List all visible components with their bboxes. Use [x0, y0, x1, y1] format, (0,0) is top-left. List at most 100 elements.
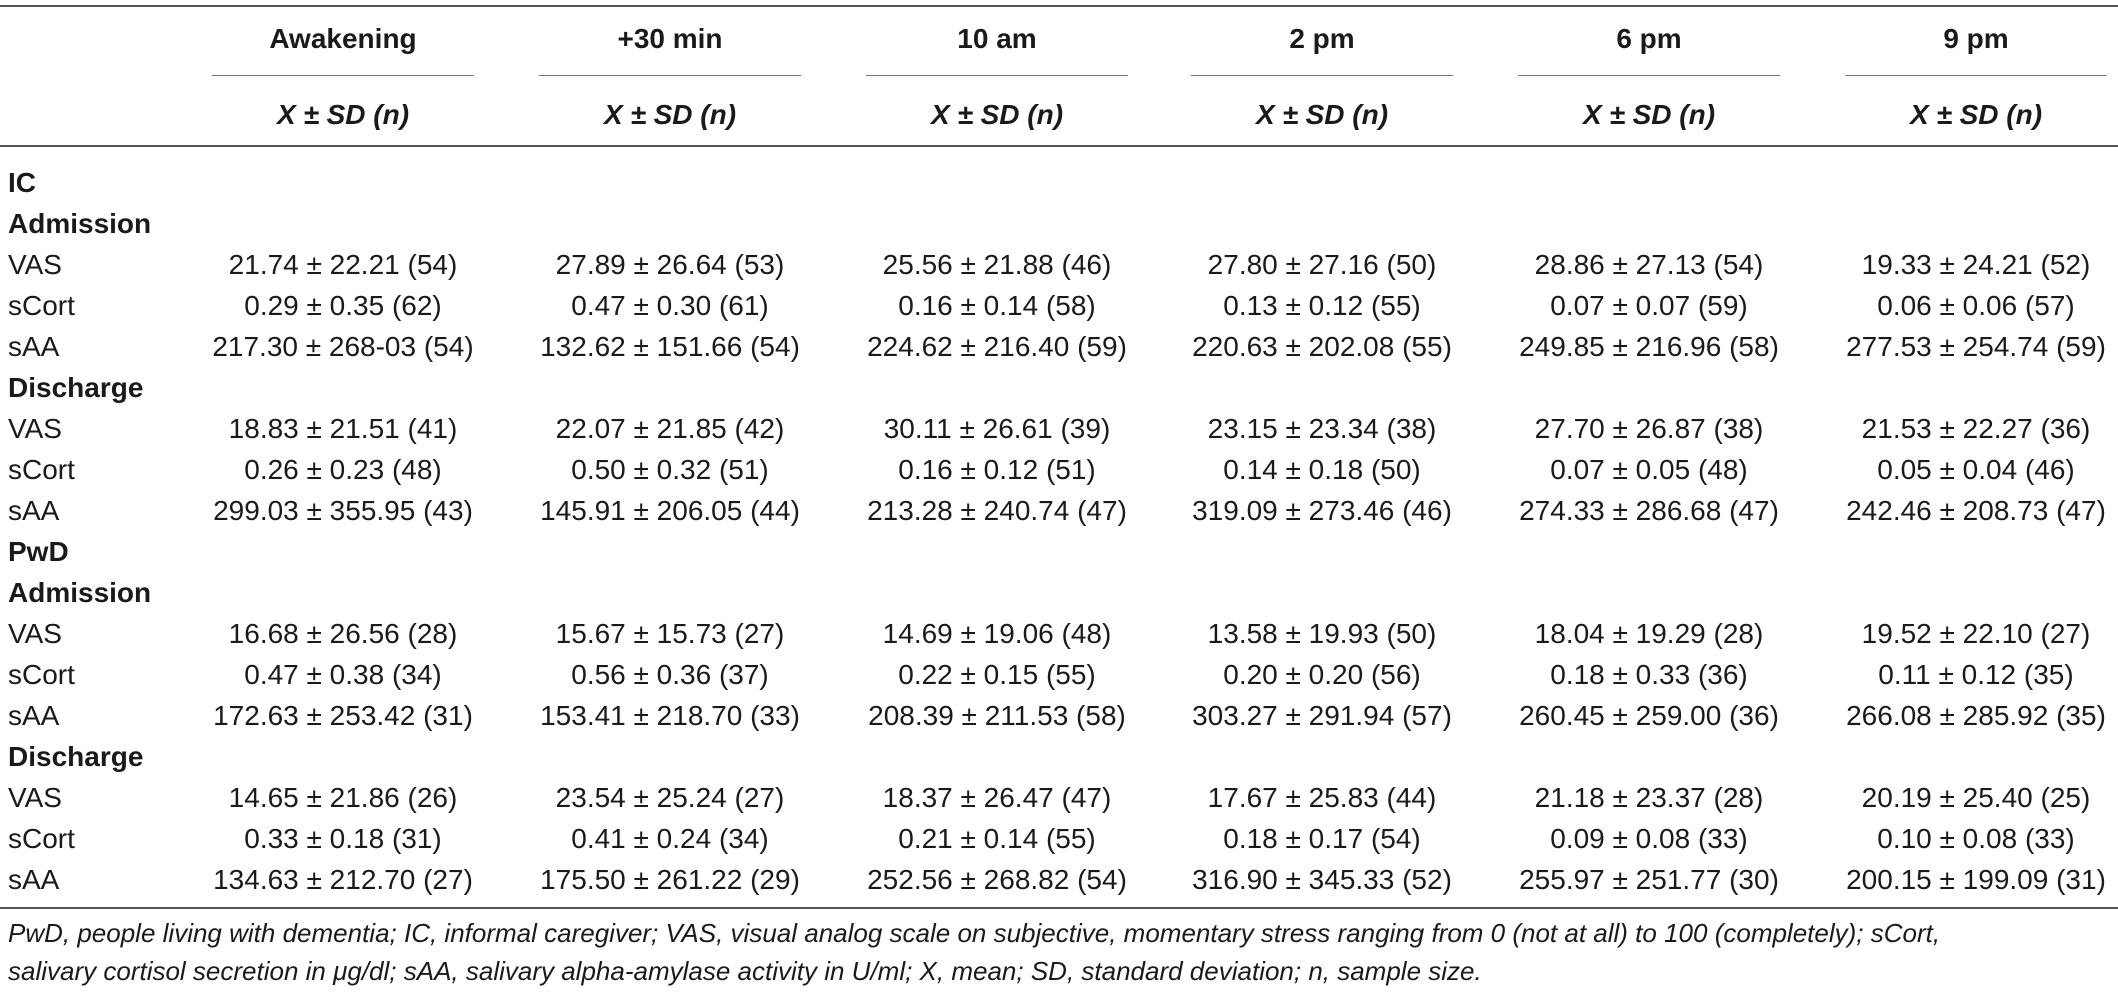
table-cell: 0.05 ± 0.04 (46) — [1877, 454, 2075, 485]
column-header-underline — [1845, 75, 2107, 76]
table-cell: 0.16 ± 0.14 (58) — [898, 290, 1096, 321]
table-row: sCort 0.33 ± 0.18 (31) 0.41 ± 0.24 (34) 0.2… — [0, 818, 2118, 859]
table-cell: 0.14 ± 0.18 (50) — [1223, 454, 1421, 485]
section-row: Admission — [0, 572, 2118, 613]
table-cell: 21.74 ± 22.21 (54) — [228, 249, 458, 280]
table-cell: 0.20 ± 0.20 (56) — [1223, 659, 1421, 690]
column-header-underline — [212, 75, 474, 76]
row-label: sAA — [8, 331, 60, 362]
table-row: sAA 299.03 ± 355.95 (43) 145.91 ± 206.05 (… — [0, 490, 2118, 531]
table-row: VAS 14.65 ± 21.86 (26) 23.54 ± 25.24 (27) 1… — [0, 777, 2118, 818]
table-row: sAA 134.63 ± 212.70 (27) 175.50 ± 261.22 (… — [0, 859, 2118, 900]
table-cell: 14.65 ± 21.86 (26) — [228, 782, 458, 813]
table-cell: 27.89 ± 26.64 (53) — [555, 249, 785, 280]
table-row: sAA 217.30 ± 268-03 (54) 132.62 ± 151.66 (… — [0, 326, 2118, 367]
table-row: VAS 18.83 ± 21.51 (41) 22.07 ± 21.85 (42) 3… — [0, 408, 2118, 449]
section-label: Admission — [8, 208, 152, 239]
table-cell: 242.46 ± 208.73 (47) — [1846, 495, 2106, 526]
column-header: 10 am — [957, 23, 1037, 54]
table-cell: 21.53 ± 22.27 (36) — [1861, 413, 2091, 444]
table-cell: 316.90 ± 345.33 (52) — [1192, 864, 1452, 895]
table-cell: 255.97 ± 251.77 (30) — [1519, 864, 1779, 895]
table-cell: 249.85 ± 216.96 (58) — [1519, 331, 1779, 362]
column-header-underline — [1191, 75, 1453, 76]
table-cell: 0.18 ± 0.17 (54) — [1223, 823, 1421, 854]
table-cell: 0.41 ± 0.24 (34) — [571, 823, 769, 854]
column-header-underline — [539, 75, 801, 76]
table-cell: 0.29 ± 0.35 (62) — [244, 290, 442, 321]
table-cell: 213.28 ± 240.74 (47) — [867, 495, 1127, 526]
table-row: VAS 16.68 ± 26.56 (28) 15.67 ± 15.73 (27) 1… — [0, 613, 2118, 654]
table-header-rule — [0, 145, 2118, 147]
row-label: VAS — [8, 249, 62, 280]
section-row: IC — [0, 162, 2118, 203]
column-header-underline — [1518, 75, 1780, 76]
column-subheader: X ± SD (n) — [1909, 99, 2043, 130]
section-label: PwD — [8, 536, 69, 567]
table-cell: 0.09 ± 0.08 (33) — [1550, 823, 1748, 854]
column-subheader: X ± SD (n) — [1255, 99, 1389, 130]
table-cell: 132.62 ± 151.66 (54) — [540, 331, 800, 362]
section-label: IC — [8, 167, 36, 198]
table-cell: 0.16 ± 0.12 (51) — [898, 454, 1096, 485]
table-cell: 224.62 ± 216.40 (59) — [867, 331, 1127, 362]
section-label: Discharge — [8, 372, 144, 403]
row-label: VAS — [8, 782, 62, 813]
table-cell: 277.53 ± 254.74 (59) — [1846, 331, 2106, 362]
table-cell: 266.08 ± 285.92 (35) — [1846, 700, 2106, 731]
table-cell: 175.50 ± 261.22 (29) — [540, 864, 800, 895]
table-cell: 18.37 ± 26.47 (47) — [882, 782, 1112, 813]
table-cell: 134.63 ± 212.70 (27) — [213, 864, 473, 895]
column-header: 9 pm — [1943, 23, 2009, 54]
table-row: sCort 0.26 ± 0.23 (48) 0.50 ± 0.32 (51) 0.1… — [0, 449, 2118, 490]
table-cell: 0.18 ± 0.33 (36) — [1550, 659, 1748, 690]
row-label: VAS — [8, 413, 62, 444]
row-label: sAA — [8, 495, 60, 526]
table-cell: 0.10 ± 0.08 (33) — [1877, 823, 2075, 854]
table-bottom-rule — [0, 907, 2118, 909]
footnote-line-2: salivary cortisol secretion in μg/dl; sA… — [8, 956, 1482, 986]
row-label: VAS — [8, 618, 62, 649]
table-cell: 23.54 ± 25.24 (27) — [555, 782, 785, 813]
table-footnote: PwD, people living with dementia; IC, in… — [8, 914, 2108, 990]
table-cell: 303.27 ± 291.94 (57) — [1192, 700, 1452, 731]
table-cell: 27.70 ± 26.87 (38) — [1534, 413, 1764, 444]
table-cell: 19.52 ± 22.10 (27) — [1861, 618, 2091, 649]
table-cell: 25.56 ± 21.88 (46) — [882, 249, 1112, 280]
table-cell: 14.69 ± 19.06 (48) — [882, 618, 1112, 649]
table-cell: 145.91 ± 206.05 (44) — [540, 495, 800, 526]
footnote-line-1: PwD, people living with dementia; IC, in… — [8, 918, 1941, 948]
table-cell: 0.26 ± 0.23 (48) — [244, 454, 442, 485]
table-cell: 208.39 ± 211.53 (58) — [868, 700, 1126, 731]
table-cell: 0.11 ± 0.12 (35) — [1878, 659, 2074, 690]
table-cell: 18.83 ± 21.51 (41) — [228, 413, 458, 444]
row-label: sCort — [8, 659, 75, 690]
table-cell: 220.63 ± 202.08 (55) — [1192, 331, 1452, 362]
table-cell: 0.21 ± 0.14 (55) — [898, 823, 1096, 854]
table-cell: 30.11 ± 26.61 (39) — [883, 413, 1111, 444]
table-cell: 260.45 ± 259.00 (36) — [1519, 700, 1779, 731]
table-cell: 299.03 ± 355.95 (43) — [213, 495, 473, 526]
column-header: +30 min — [617, 23, 723, 54]
column-subheader: X ± SD (n) — [1582, 99, 1716, 130]
section-label: Admission — [8, 577, 152, 608]
table-row: sCort 0.29 ± 0.35 (62) 0.47 ± 0.30 (61) 0.1… — [0, 285, 2118, 326]
column-subheader: X ± SD (n) — [930, 99, 1064, 130]
section-row: Discharge — [0, 367, 2118, 408]
table-cell: 28.86 ± 27.13 (54) — [1534, 249, 1764, 280]
table-top-rule — [0, 5, 2118, 7]
table-cell: 0.13 ± 0.12 (55) — [1223, 290, 1421, 321]
row-label: sAA — [8, 864, 60, 895]
table-cell: 0.47 ± 0.38 (34) — [244, 659, 442, 690]
table-cell: 153.41 ± 218.70 (33) — [540, 700, 800, 731]
table-cell: 0.56 ± 0.36 (37) — [571, 659, 769, 690]
table-cell: 172.63 ± 253.42 (31) — [213, 700, 473, 731]
row-label: sCort — [8, 823, 75, 854]
table-cell: 252.56 ± 268.82 (54) — [867, 864, 1127, 895]
table-cell: 17.67 ± 25.83 (44) — [1207, 782, 1437, 813]
table-cell: 13.58 ± 19.93 (50) — [1207, 618, 1437, 649]
column-header: Awakening — [269, 23, 417, 54]
table-cell: 0.22 ± 0.15 (55) — [898, 659, 1096, 690]
table-row: sAA 172.63 ± 253.42 (31) 153.41 ± 218.70 (… — [0, 695, 2118, 736]
table-cell: 20.19 ± 25.40 (25) — [1861, 782, 2091, 813]
